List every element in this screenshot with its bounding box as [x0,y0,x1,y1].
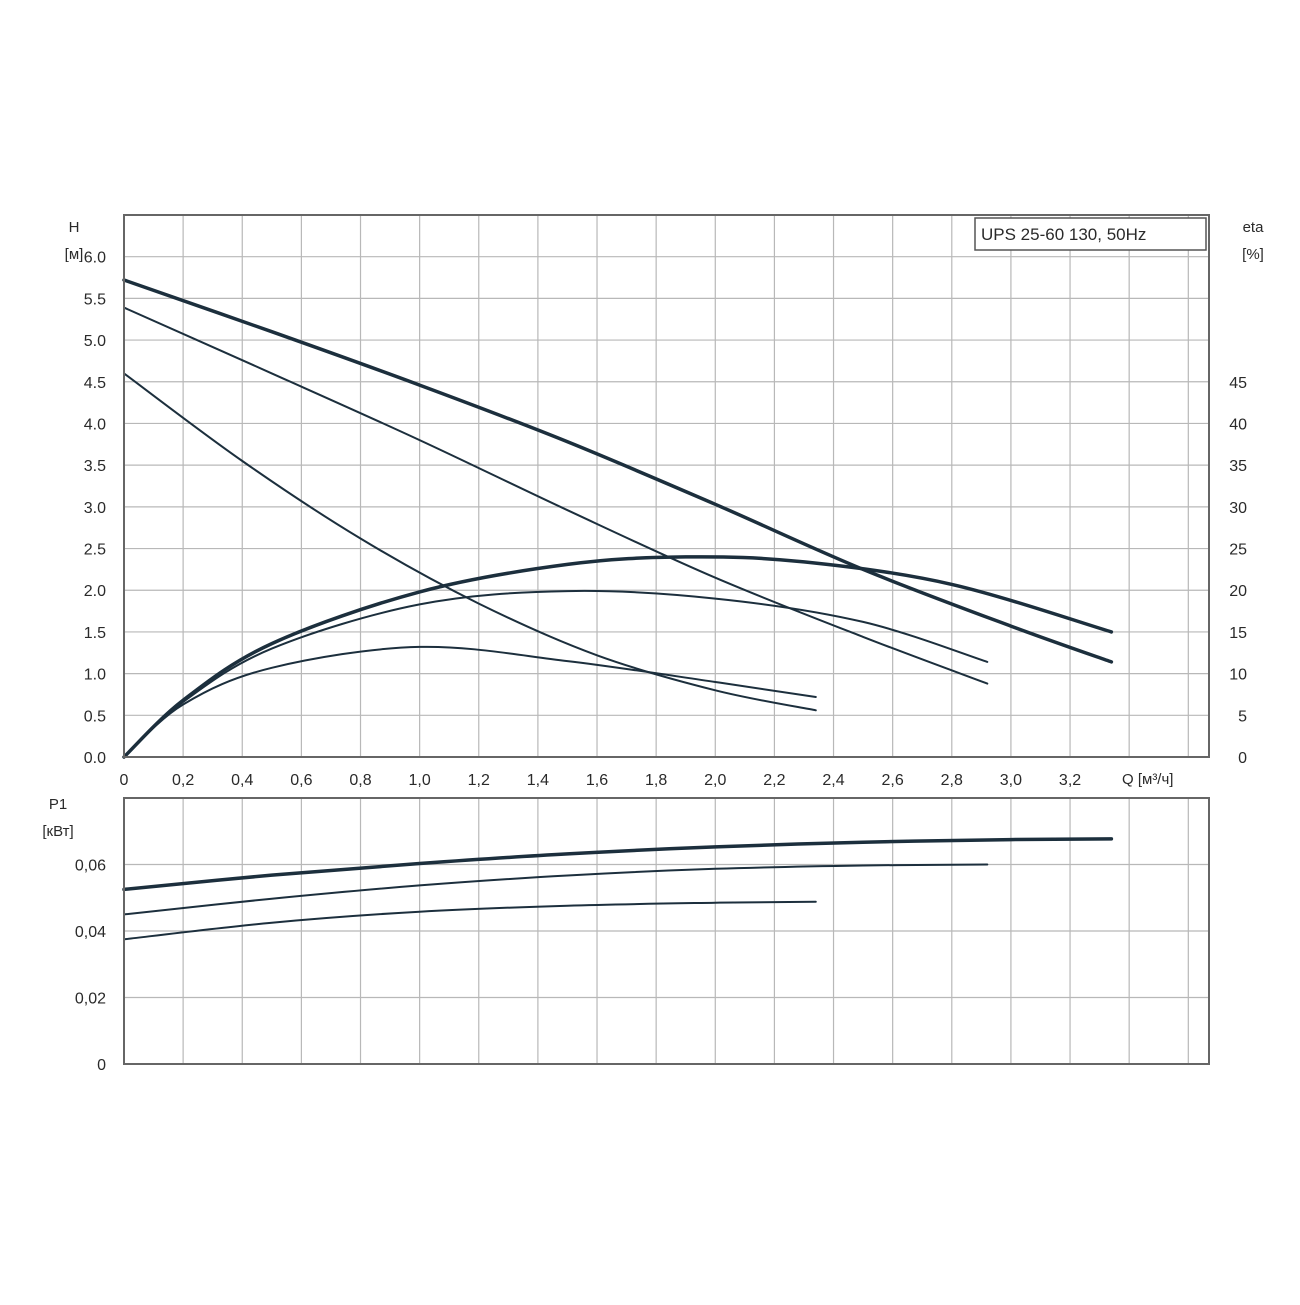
h-tick-label: 4.0 [84,416,106,433]
upper-plot-frame [123,214,1210,758]
eta-tick-label: 45 [1229,375,1247,392]
h-tick-label: 0.0 [84,750,106,767]
lower-grid [124,798,1209,1064]
eta-tick-label: 5 [1238,708,1247,725]
head-curve [123,372,817,712]
upper-grid [124,215,1209,757]
eta-tick-label: 20 [1229,583,1247,600]
h-tick-label: 0.5 [84,708,106,725]
head-curve [123,306,989,685]
x-tick-label: 2,2 [763,772,785,789]
p1-tick-label: 0,02 [75,991,106,1008]
h-tick-label: 2.0 [84,583,106,600]
eta-tick-label: 35 [1229,458,1247,475]
h-tick-label: 6.0 [84,250,106,267]
lower-curves [122,837,1114,941]
x-tick-label: 0,8 [349,772,371,789]
power-curve [123,900,817,941]
h-axis-unit: [м] [65,246,84,263]
x-tick-label: 0,4 [231,772,253,789]
upper-curves [122,278,1114,759]
q-axis-label: Q [м³/ч] [1122,771,1173,788]
p1-tick-label: 0,04 [75,924,106,941]
power-curve [123,863,989,916]
efficiency-curve [123,645,817,758]
x-tick-label: 2,8 [941,772,963,789]
eta-tick-label: 25 [1229,542,1247,559]
x-tick-label: 2,0 [704,772,726,789]
lower-plot-frame [123,797,1210,1065]
x-tick-label: 1,0 [409,772,431,789]
x-tick-label: 1,6 [586,772,608,789]
chart-title: UPS 25-60 130, 50Hz [981,225,1146,244]
h-tick-label: 5.0 [84,333,106,350]
x-tick-label: 0 [120,772,129,789]
h-tick-label: 1.0 [84,667,106,684]
x-tick-label: 0,2 [172,772,194,789]
eta-axis-name: eta [1243,219,1265,236]
h-tick-label: 3.0 [84,500,106,517]
p1-tick-label: 0 [97,1057,106,1074]
power-curve [122,837,1114,892]
h-tick-label: 5.5 [84,291,106,308]
legend-box [974,217,1207,251]
x-tick-label: 3,0 [1000,772,1022,789]
h-tick-label: 4.5 [84,375,106,392]
h-tick-label: 3.5 [84,458,106,475]
p1-axis-name: P1 [49,796,67,813]
h-tick-label: 2.5 [84,542,106,559]
efficiency-curve [122,555,1114,759]
eta-tick-label: 0 [1238,750,1247,767]
h-axis-name: H [69,219,80,236]
p1-tick-label: 0,06 [75,858,106,875]
eta-tick-label: 30 [1229,500,1247,517]
efficiency-curve [123,589,989,758]
x-tick-label: 2,4 [822,772,844,789]
x-tick-label: 1,4 [527,772,549,789]
eta-tick-label: 15 [1229,625,1247,642]
eta-tick-label: 10 [1229,667,1247,684]
p1-axis-unit: [кВт] [42,823,73,840]
x-tick-label: 3,2 [1059,772,1081,789]
head-curve [122,278,1114,664]
tick-labels: 0 0,2 0,4 0,6 0,8 1,0 1,2 1,4 1,6 1,8 2,0 2,2 2,4 2,6… [75,250,1247,1074]
x-tick-label: 1,2 [468,772,490,789]
x-tick-label: 1,8 [645,772,667,789]
x-tick-label: 2,6 [882,772,904,789]
x-tick-label: 0,6 [290,772,312,789]
eta-axis-unit: [%] [1242,246,1264,263]
eta-tick-label: 40 [1229,416,1247,433]
h-tick-label: 1.5 [84,625,106,642]
